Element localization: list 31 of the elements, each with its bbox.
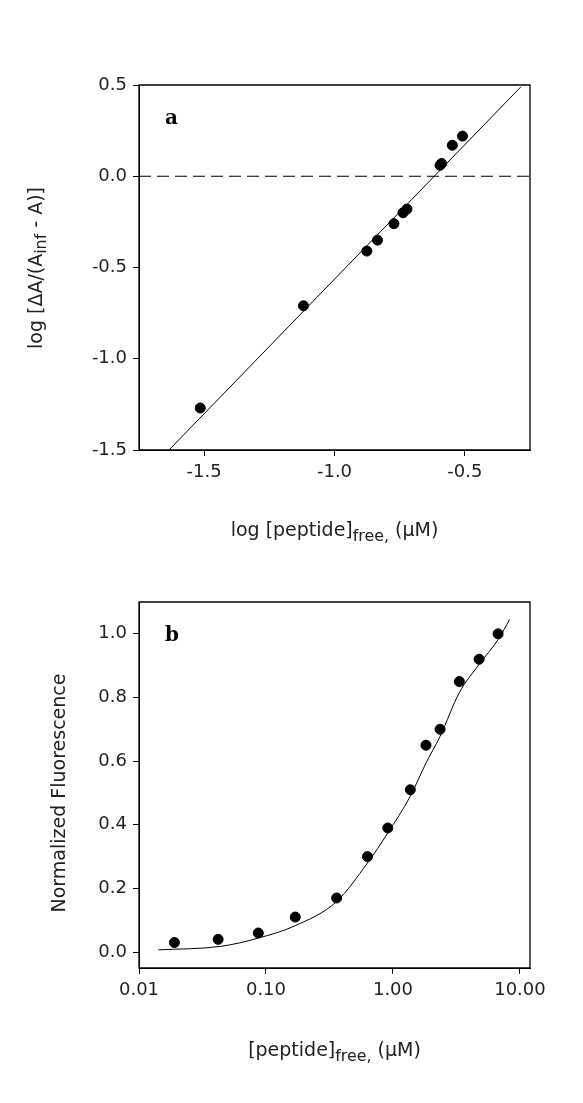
y-tick-label: 0.8 xyxy=(98,685,127,707)
y-tick-label: 0.6 xyxy=(98,748,127,770)
y-tick-label: 0.4 xyxy=(98,812,127,834)
y-tick-label: 0.2 xyxy=(98,876,127,898)
annotation: a xyxy=(165,105,178,130)
y-tick-label: -0.5 xyxy=(91,255,127,277)
x-tick-label: 1.00 xyxy=(372,978,413,1000)
x-tick-label: 10.00 xyxy=(494,978,546,1000)
point xyxy=(372,234,384,246)
x-tick-label: -0.5 xyxy=(447,460,483,482)
point xyxy=(401,203,413,215)
point xyxy=(456,130,468,142)
point xyxy=(194,402,206,414)
y-tick-label: -1.5 xyxy=(91,437,127,459)
x-tick-label: -1.0 xyxy=(316,460,353,482)
x-tick-label: 0.01 xyxy=(118,978,160,1000)
y-tick-label: 0.5 xyxy=(98,72,127,94)
y-axis-title: Normalized Fluorescence xyxy=(47,673,69,913)
annotation: b xyxy=(165,622,179,647)
y-tick-label: -1.0 xyxy=(91,346,127,368)
x-axis-title: log [peptide]$_{free,}$ (µM) xyxy=(229,518,440,545)
point xyxy=(297,300,309,312)
point xyxy=(388,218,400,230)
x-axis-title: [peptide]$_{free,}$ (µM) xyxy=(247,1038,422,1065)
point xyxy=(446,139,458,151)
x-tick-label: 0.10 xyxy=(245,978,287,1000)
y-tick-label: 1.0 xyxy=(98,621,127,643)
y-tick-label: 0.0 xyxy=(98,163,127,185)
y-tick-label: 0.0 xyxy=(98,939,127,961)
x-tick-label: -1.5 xyxy=(186,460,222,482)
point xyxy=(361,245,373,257)
